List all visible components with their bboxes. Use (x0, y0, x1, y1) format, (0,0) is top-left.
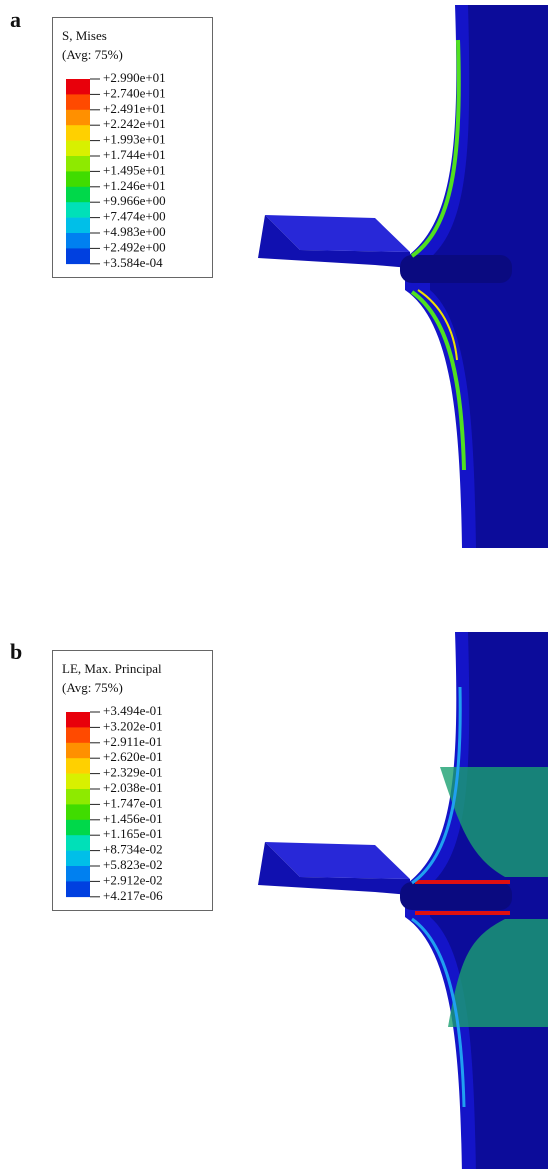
color-band (66, 835, 90, 851)
color-band (66, 712, 90, 728)
legend-level: +2.038e-01 (103, 780, 163, 795)
neck (400, 255, 512, 283)
color-band (66, 79, 90, 95)
color-band (66, 866, 90, 882)
color-band (66, 248, 90, 265)
panel-label: a (10, 7, 21, 32)
color-band (66, 186, 90, 203)
color-band (66, 217, 90, 234)
color-band (66, 233, 90, 249)
color-band (66, 850, 90, 867)
legend-level: +1.744e+01 (103, 147, 166, 162)
tab-top (265, 215, 410, 252)
color-band (66, 881, 90, 898)
strain-zone (440, 767, 548, 877)
legend-level: +2.740e+01 (103, 85, 166, 100)
legend-level: +3.202e-01 (103, 718, 163, 733)
color-band (66, 773, 90, 790)
legend-level: +9.966e+00 (103, 193, 166, 208)
legend-level: +1.747e-01 (103, 795, 163, 810)
legend-level: +7.474e+00 (103, 209, 166, 224)
legend-level: +4.217e-06 (103, 888, 163, 903)
color-band (66, 727, 90, 744)
tab-top (265, 842, 410, 879)
strain-line (415, 880, 510, 884)
legend-level: +4.983e+00 (103, 224, 166, 239)
legend-level: +2.620e-01 (103, 749, 163, 764)
stress-band (410, 290, 466, 471)
legend-level: +2.242e+01 (103, 116, 166, 131)
color-band (66, 789, 90, 805)
legend-level: +5.823e-02 (103, 857, 163, 872)
legend-title: LE, Max. Principal (62, 661, 162, 676)
legend-level: +2.912e-02 (103, 872, 163, 887)
legend-level: +1.993e+01 (103, 132, 166, 147)
legend-level: +3.584e-04 (103, 255, 163, 270)
stress-band (417, 289, 458, 361)
color-band (66, 804, 90, 821)
panel: aS, Mises(Avg: 75%)+2.990e+01+2.740e+01+… (10, 5, 548, 548)
color-band (66, 156, 90, 172)
color-band (66, 125, 90, 141)
tab-side (258, 215, 410, 268)
tab-side (258, 842, 410, 895)
legend-level: +1.495e+01 (103, 162, 166, 177)
legend-level: +3.494e-01 (103, 703, 163, 718)
color-band (66, 202, 90, 218)
strain-line (415, 911, 510, 915)
legend-title: S, Mises (62, 28, 107, 43)
legend-level: +8.734e-02 (103, 842, 163, 857)
legend-level: +2.492e+00 (103, 239, 166, 254)
color-band (66, 758, 90, 774)
color-band (66, 140, 90, 157)
legend-level: +2.990e+01 (103, 70, 166, 85)
color-band (66, 171, 90, 188)
legend-subtitle: (Avg: 75%) (62, 47, 123, 62)
legend-level: +1.165e-01 (103, 826, 163, 841)
legend-level: +1.246e+01 (103, 178, 166, 193)
legend-level: +2.911e-01 (103, 734, 162, 749)
panel-label: b (10, 639, 22, 664)
color-band (66, 94, 90, 111)
stress-band (410, 39, 461, 258)
legend-level: +2.329e-01 (103, 765, 163, 780)
legend-level: +2.491e+01 (103, 101, 166, 116)
strain-zone (448, 919, 548, 1027)
strain-edge (411, 917, 466, 1108)
color-band (66, 109, 90, 126)
legend-level: +1.456e-01 (103, 811, 163, 826)
color-band (66, 819, 90, 836)
color-band (66, 742, 90, 759)
strain-edge (411, 686, 462, 885)
legend-subtitle: (Avg: 75%) (62, 680, 123, 695)
panel: bLE, Max. Principal(Avg: 75%)+3.494e-01+… (10, 632, 548, 1169)
neck (400, 882, 512, 910)
